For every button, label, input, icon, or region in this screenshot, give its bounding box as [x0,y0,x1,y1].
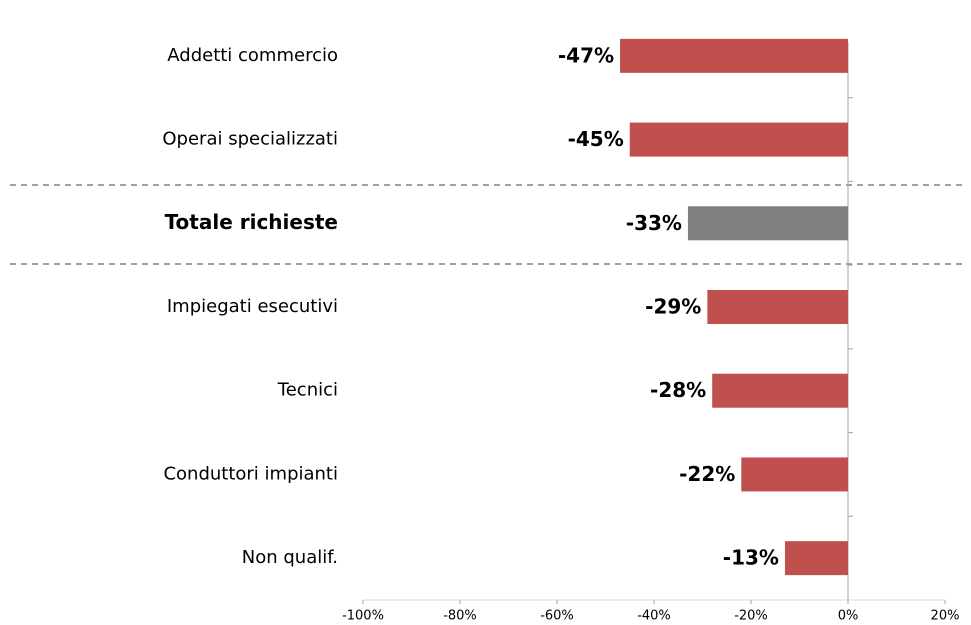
value-label: -28% [650,378,706,402]
bar [712,373,848,408]
value-label: -29% [645,295,701,319]
x-tick-label: 20% [931,609,960,624]
category-label: Operai specializzati [162,129,338,150]
bar [707,290,848,324]
category-label: Totale richieste [165,210,338,234]
value-label: -22% [679,462,735,486]
value-label: -45% [568,127,624,151]
category-label: Non qualif. [242,547,338,568]
x-tick-label: -100% [342,609,384,624]
value-label: -47% [558,43,614,67]
value-label: -33% [626,211,682,235]
x-tick-label: -20% [734,609,768,624]
value-label: -13% [723,546,779,570]
bar [629,122,848,157]
category-label: Impiegati esecutivi [167,296,338,317]
x-tick-label: 0% [838,609,859,624]
x-tick-label: -40% [637,609,671,624]
category-label: Tecnici [277,380,338,401]
bar [620,38,848,73]
category-label: Conduttori impianti [163,463,338,484]
x-tick-label: -60% [540,609,574,624]
category-label: Addetti commercio [167,45,338,66]
bar [784,541,848,576]
bar [687,206,848,241]
bar [741,457,848,492]
x-tick-label: -80% [443,609,477,624]
